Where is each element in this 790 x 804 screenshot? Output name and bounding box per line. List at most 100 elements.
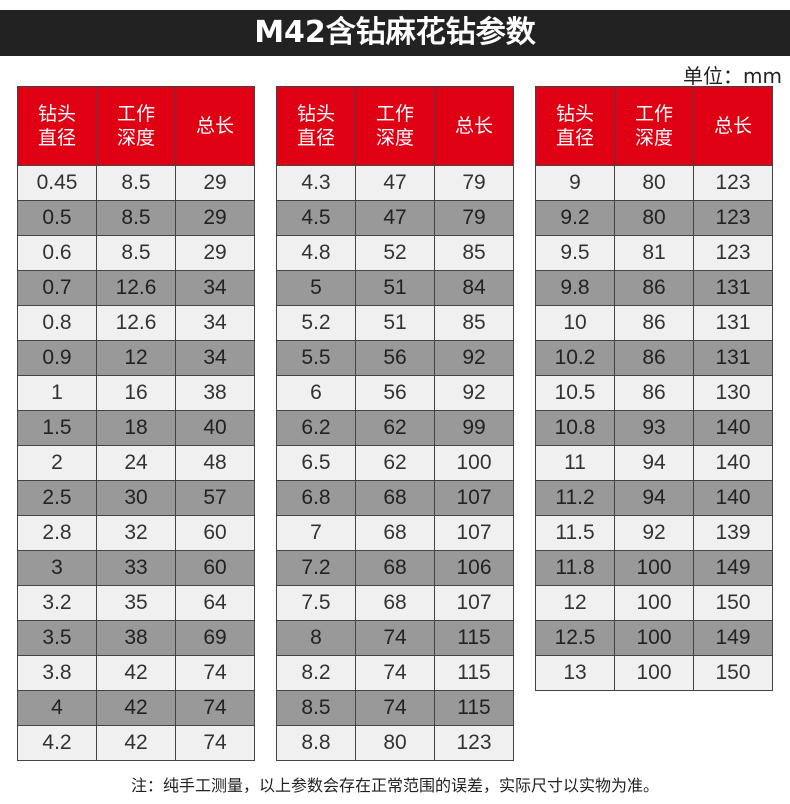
- cell-length: 140: [693, 480, 773, 516]
- cell-diameter: 9: [535, 165, 615, 201]
- header-length: 总长: [175, 86, 255, 166]
- cell-length: 150: [693, 655, 773, 691]
- table-row: 11 94 140: [535, 445, 773, 481]
- cell-diameter: 13: [535, 655, 615, 691]
- cell-depth: 80: [614, 200, 694, 236]
- table-row: 8 74 115: [276, 620, 514, 656]
- header-depth: 工作 深度: [96, 86, 176, 166]
- cell-length: 131: [693, 340, 773, 376]
- table-row: 7.5 68 107: [276, 585, 514, 621]
- table-row: 2 24 48: [17, 445, 255, 481]
- cell-depth: 86: [614, 375, 694, 411]
- cell-diameter: 1: [17, 375, 97, 411]
- table-row: 4.2 42 74: [17, 725, 255, 761]
- cell-depth: 51: [355, 305, 435, 341]
- table-row: 11.8 100 149: [535, 550, 773, 586]
- table-row: 1 16 38: [17, 375, 255, 411]
- table-row: 3.8 42 74: [17, 655, 255, 691]
- table-row: 4.5 47 79: [276, 200, 514, 236]
- cell-diameter: 11.8: [535, 550, 615, 586]
- table-row: 9.2 80 123: [535, 200, 773, 236]
- cell-depth: 16: [96, 375, 176, 411]
- table-row: 10 86 131: [535, 305, 773, 341]
- cell-length: 34: [175, 270, 255, 306]
- cell-depth: 100: [614, 620, 694, 656]
- cell-depth: 74: [355, 655, 435, 691]
- cell-diameter: 4.8: [276, 235, 356, 271]
- cell-diameter: 3.8: [17, 655, 97, 691]
- cell-diameter: 0.6: [17, 235, 97, 271]
- cell-length: 34: [175, 340, 255, 376]
- table-row: 5.2 51 85: [276, 305, 514, 341]
- table-row: 0.45 8.5 29: [17, 165, 255, 201]
- cell-length: 107: [434, 480, 514, 516]
- cell-diameter: 2.5: [17, 480, 97, 516]
- cell-depth: 47: [355, 165, 435, 201]
- cell-length: 130: [693, 375, 773, 411]
- cell-length: 29: [175, 235, 255, 271]
- cell-length: 34: [175, 305, 255, 341]
- cell-depth: 86: [614, 270, 694, 306]
- cell-depth: 68: [355, 480, 435, 516]
- cell-length: 69: [175, 620, 255, 656]
- cell-length: 60: [175, 515, 255, 551]
- table-row: 1.5 18 40: [17, 410, 255, 446]
- cell-diameter: 1.5: [17, 410, 97, 446]
- cell-depth: 42: [96, 655, 176, 691]
- table-row: 2.8 32 60: [17, 515, 255, 551]
- table-row: 12.5 100 149: [535, 620, 773, 656]
- cell-depth: 33: [96, 550, 176, 586]
- cell-depth: 12: [96, 340, 176, 376]
- cell-length: 100: [434, 445, 514, 481]
- table-row: 6 56 92: [276, 375, 514, 411]
- cell-diameter: 11.2: [535, 480, 615, 516]
- cell-diameter: 4.3: [276, 165, 356, 201]
- table-row: 0.7 12.6 34: [17, 270, 255, 306]
- cell-length: 48: [175, 445, 255, 481]
- cell-diameter: 8.2: [276, 655, 356, 691]
- cell-diameter: 5: [276, 270, 356, 306]
- cell-diameter: 12: [535, 585, 615, 621]
- cell-length: 139: [693, 515, 773, 551]
- header-row: 钻头 直径 工作 深度 总长: [17, 86, 255, 166]
- cell-length: 123: [693, 200, 773, 236]
- cell-diameter: 9.5: [535, 235, 615, 271]
- cell-depth: 24: [96, 445, 176, 481]
- cell-length: 29: [175, 165, 255, 201]
- cell-length: 115: [434, 620, 514, 656]
- table-row: 11.2 94 140: [535, 480, 773, 516]
- cell-depth: 8.5: [96, 235, 176, 271]
- cell-depth: 92: [614, 515, 694, 551]
- table-row: 13 100 150: [535, 655, 773, 691]
- cell-depth: 62: [355, 445, 435, 481]
- cell-depth: 74: [355, 620, 435, 656]
- cell-depth: 42: [96, 725, 176, 761]
- header-length: 总长: [693, 86, 773, 166]
- cell-length: 140: [693, 410, 773, 446]
- cell-length: 84: [434, 270, 514, 306]
- cell-diameter: 10.8: [535, 410, 615, 446]
- cell-diameter: 3: [17, 550, 97, 586]
- cell-length: 149: [693, 550, 773, 586]
- table-row: 10.2 86 131: [535, 340, 773, 376]
- table-row: 6.8 68 107: [276, 480, 514, 516]
- cell-diameter: 6.8: [276, 480, 356, 516]
- cell-length: 92: [434, 375, 514, 411]
- spec-table-3: 钻头 直径 工作 深度 总长 9 80 123 9.2 80 123 9.5 81 123 9.8 86 131…: [535, 86, 773, 691]
- cell-length: 64: [175, 585, 255, 621]
- cell-depth: 8.5: [96, 200, 176, 236]
- cell-length: 29: [175, 200, 255, 236]
- table-row: 6.2 62 99: [276, 410, 514, 446]
- cell-diameter: 6.5: [276, 445, 356, 481]
- cell-diameter: 0.7: [17, 270, 97, 306]
- cell-length: 123: [434, 725, 514, 761]
- cell-diameter: 7.2: [276, 550, 356, 586]
- cell-length: 115: [434, 690, 514, 726]
- cell-depth: 30: [96, 480, 176, 516]
- cell-length: 123: [693, 235, 773, 271]
- cell-length: 107: [434, 585, 514, 621]
- header-depth: 工作 深度: [614, 86, 694, 166]
- cell-length: 140: [693, 445, 773, 481]
- cell-depth: 18: [96, 410, 176, 446]
- cell-depth: 35: [96, 585, 176, 621]
